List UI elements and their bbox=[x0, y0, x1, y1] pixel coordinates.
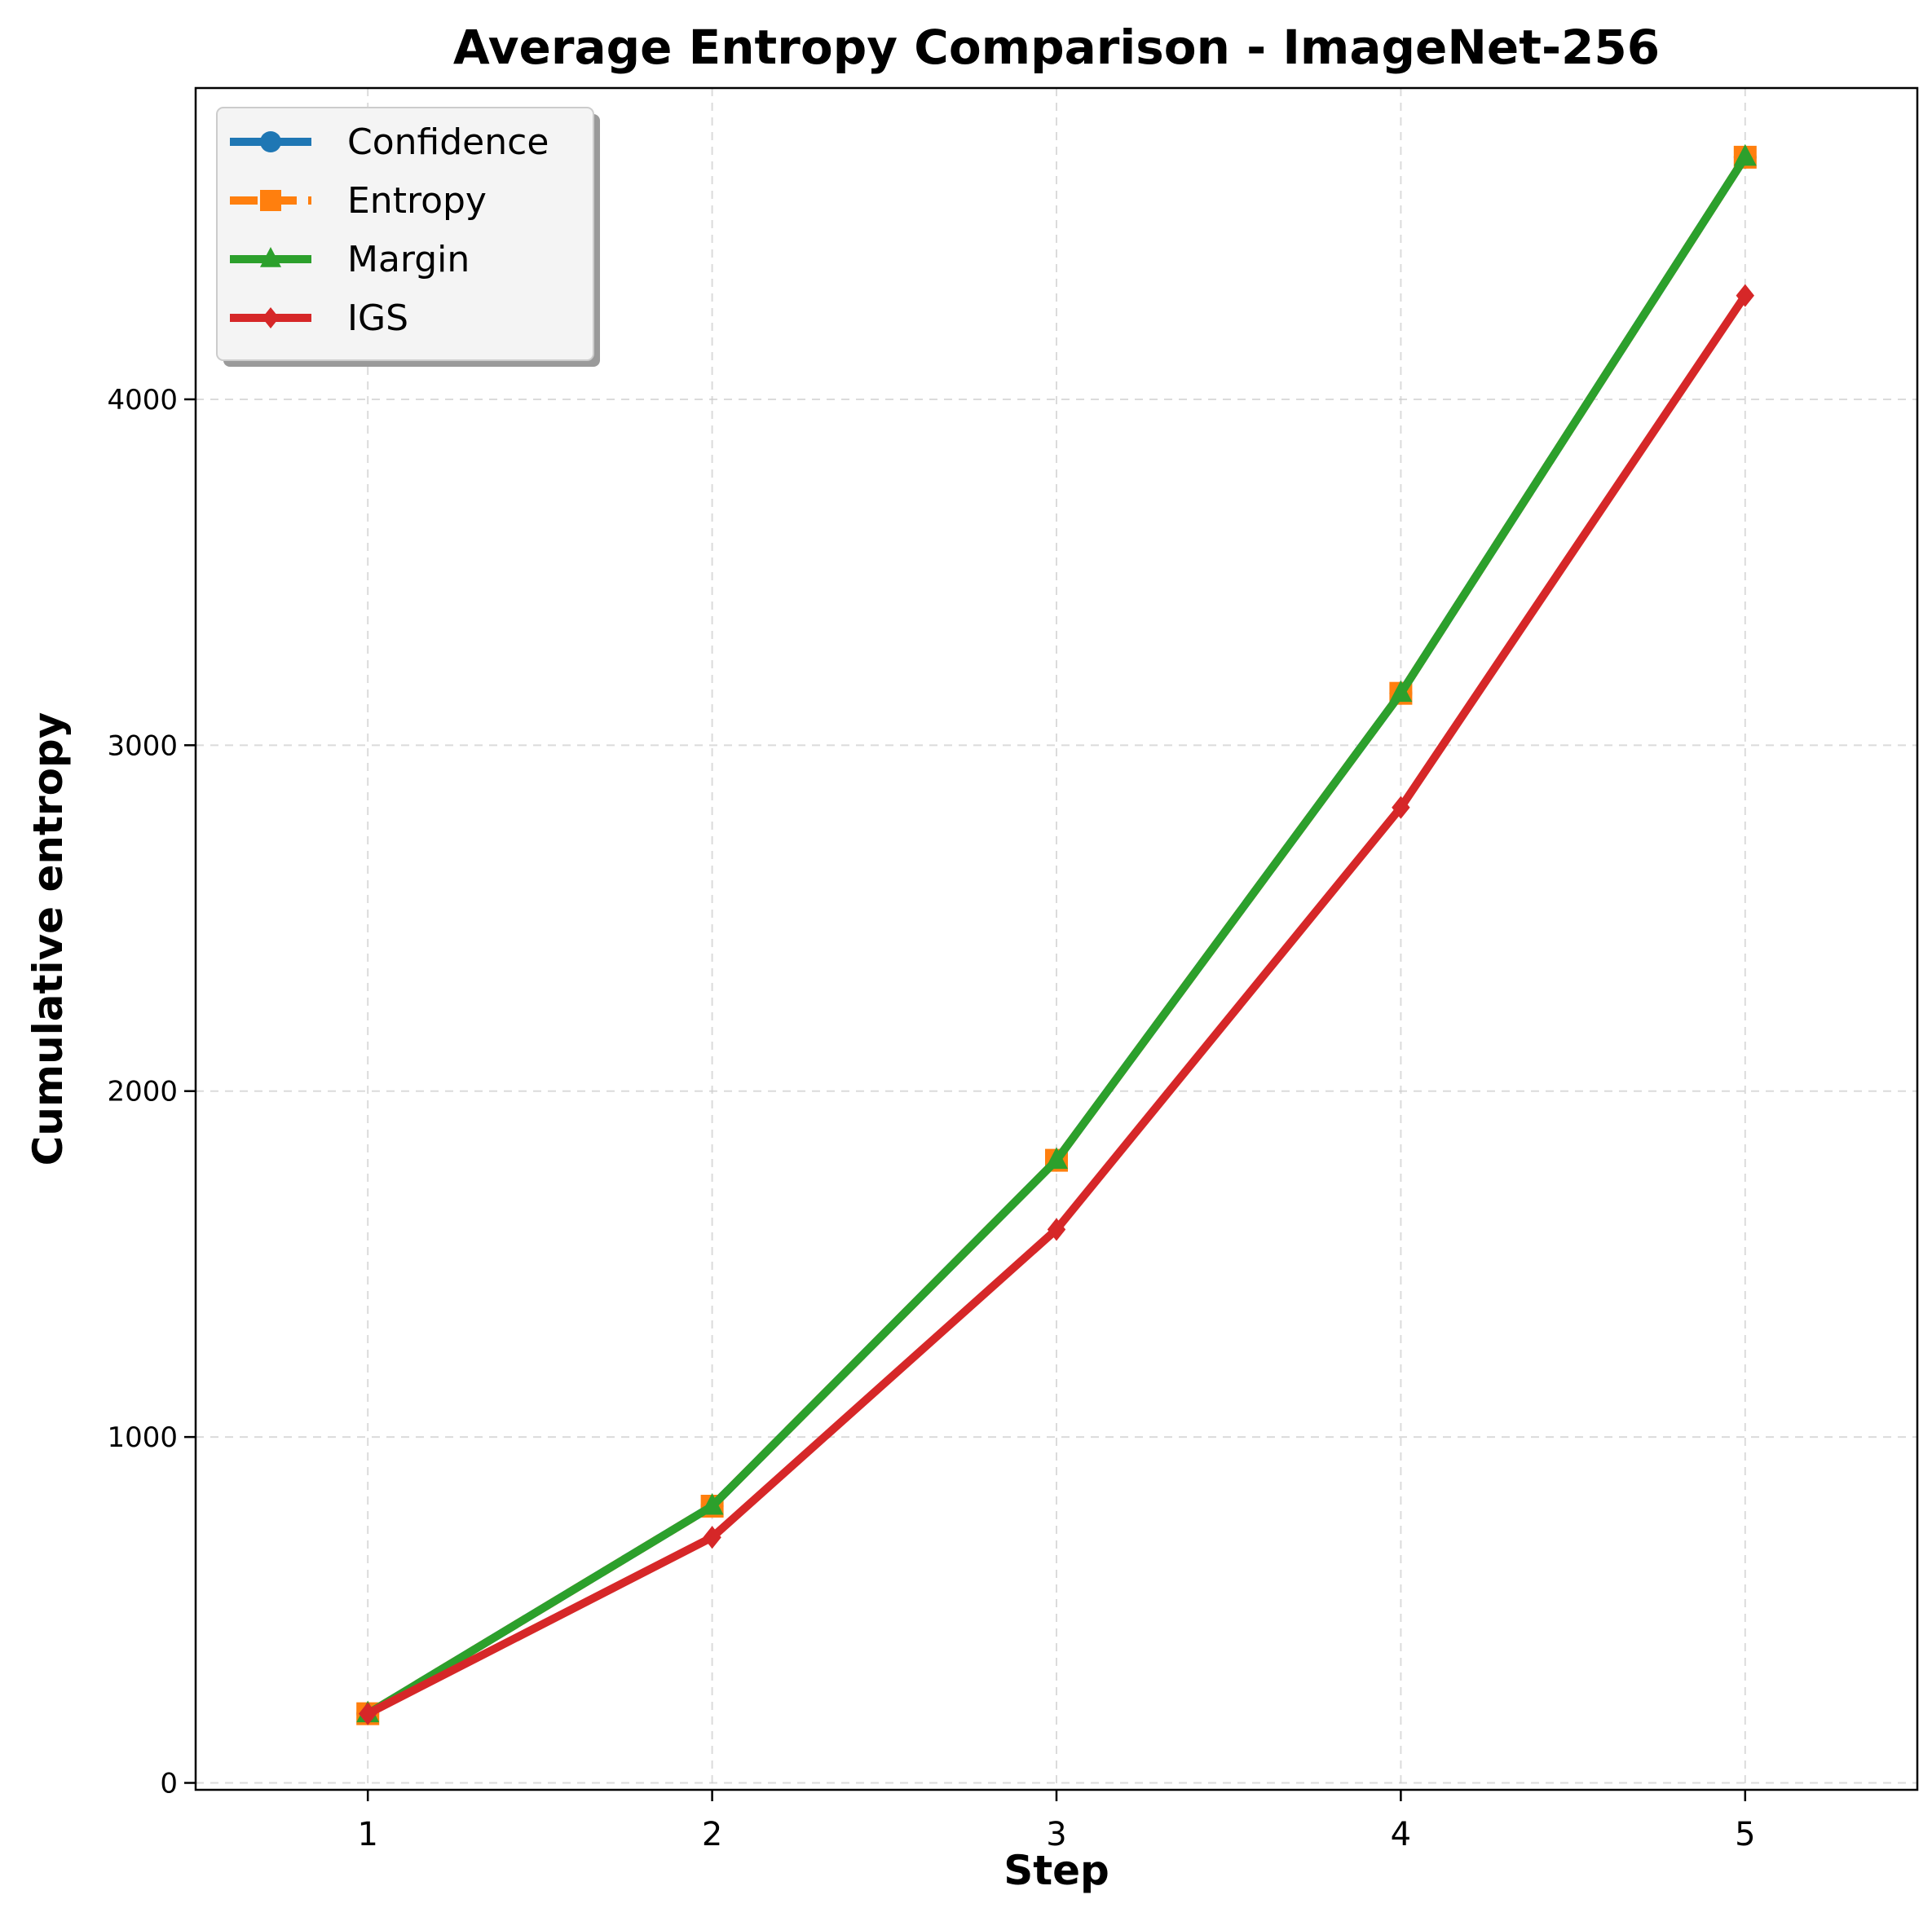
x-tick-label: 2 bbox=[702, 1816, 722, 1853]
legend: Confidence Entropy Margin IGS bbox=[216, 107, 600, 367]
y-tick-label: 1000 bbox=[107, 1421, 178, 1454]
ticks: 1 2 3 4 5 0 1000 2000 3000 4000 bbox=[107, 384, 1755, 1853]
series-group bbox=[356, 143, 1757, 1725]
legend-label-margin: Margin bbox=[347, 239, 470, 280]
series-margin bbox=[356, 143, 1757, 1723]
legend-entry-confidence: Confidence bbox=[230, 121, 549, 163]
y-tick-label: 0 bbox=[160, 1768, 178, 1800]
data-point-margin bbox=[700, 1492, 724, 1515]
chart-title: Average Entropy Comparison - ImageNet-25… bbox=[453, 20, 1660, 75]
y-tick-label: 4000 bbox=[107, 384, 178, 416]
legend-marker-confidence bbox=[260, 131, 281, 152]
data-point-igs bbox=[1047, 1218, 1066, 1241]
legend-marker-margin bbox=[260, 247, 281, 267]
grid bbox=[196, 88, 1917, 1790]
x-tick-label: 4 bbox=[1391, 1816, 1411, 1853]
data-point-igs bbox=[1392, 795, 1410, 819]
y-axis-label: Cumulative entropy bbox=[24, 712, 72, 1166]
legend-label-entropy: Entropy bbox=[347, 180, 487, 222]
data-point-margin bbox=[1733, 143, 1757, 166]
legend-entry-margin: Margin bbox=[230, 239, 470, 280]
data-point-igs bbox=[359, 1702, 377, 1725]
x-tick-label: 1 bbox=[357, 1816, 377, 1853]
x-axis-label: Step bbox=[1003, 1847, 1109, 1894]
legend-entry-igs: IGS bbox=[230, 297, 408, 339]
y-tick-label: 3000 bbox=[107, 729, 178, 762]
legend-label-confidence: Confidence bbox=[347, 121, 549, 163]
legend-label-igs: IGS bbox=[347, 297, 408, 339]
legend-entry-entropy: Entropy bbox=[230, 180, 487, 222]
data-point-margin bbox=[1389, 680, 1413, 703]
data-point-igs bbox=[703, 1526, 721, 1549]
legend-marker-entropy bbox=[260, 190, 281, 211]
x-tick-label: 3 bbox=[1046, 1816, 1066, 1853]
y-tick-label: 2000 bbox=[107, 1076, 178, 1108]
data-point-margin bbox=[1045, 1147, 1068, 1170]
legend-marker-igs bbox=[262, 307, 280, 328]
legend-box bbox=[216, 107, 594, 361]
series-igs bbox=[359, 284, 1754, 1725]
x-tick-label: 5 bbox=[1735, 1816, 1755, 1853]
data-point-igs bbox=[1736, 284, 1754, 307]
